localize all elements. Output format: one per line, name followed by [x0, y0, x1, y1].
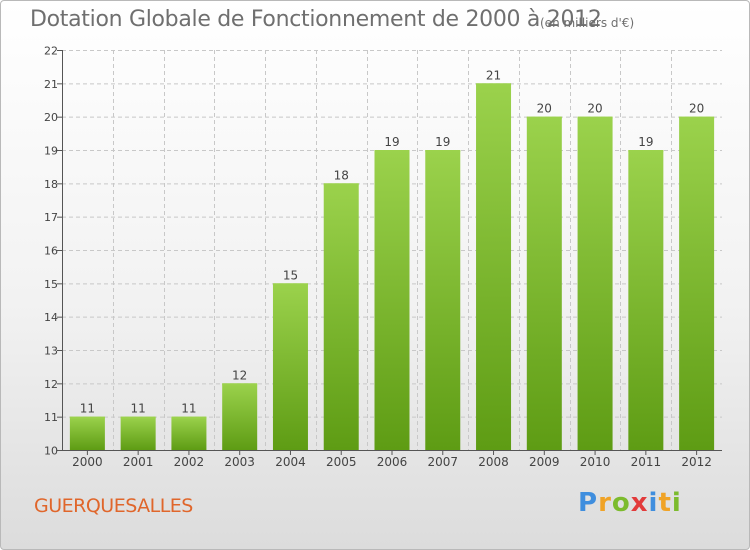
y-tick-label: 10 — [44, 445, 58, 458]
bar-value-label: 20 — [689, 102, 704, 116]
y-tick-label: 22 — [44, 45, 58, 58]
y-tick-label: 13 — [44, 345, 58, 358]
x-tick-label: 2003 — [224, 455, 255, 469]
bar-value-label: 19 — [384, 135, 399, 149]
y-tick-label: 11 — [44, 411, 58, 424]
bar-highlight — [374, 150, 410, 152]
bar-value-label: 21 — [486, 68, 501, 82]
y-tick-label: 15 — [44, 278, 58, 291]
x-tick-label: 2005 — [326, 455, 357, 469]
bar — [171, 416, 207, 450]
bar — [526, 116, 562, 451]
commune-name: GUERQUESALLES — [34, 495, 193, 517]
bars — [69, 83, 715, 451]
bar-value-label: 19 — [435, 135, 450, 149]
chart-unit: (en milliers d'€) — [540, 16, 635, 30]
y-tick-label: 17 — [44, 211, 58, 224]
x-tick-label: 2004 — [275, 455, 306, 469]
x-tick-label: 2006 — [377, 455, 408, 469]
logo-letter: i — [671, 488, 682, 518]
bar-value-label: 12 — [232, 368, 247, 382]
bar — [425, 150, 461, 450]
bar — [323, 183, 359, 451]
bar-value-label: 20 — [587, 102, 602, 116]
x-tick-label: 2012 — [681, 455, 712, 469]
bar-highlight — [425, 150, 461, 152]
bar-value-label: 18 — [334, 168, 349, 182]
bar-highlight — [526, 116, 562, 119]
bar-value-label: 19 — [638, 135, 653, 149]
bar-highlight — [577, 116, 613, 119]
bar-highlight — [120, 416, 156, 419]
bar-value-label: 11 — [80, 402, 95, 416]
bar-highlight — [222, 383, 258, 386]
logo-letter: i — [648, 488, 659, 518]
chart-title: Dotation Globale de Fonctionnement de 20… — [30, 7, 602, 32]
x-tick-label: 2002 — [174, 455, 205, 469]
logo-letter: r — [598, 488, 612, 518]
x-tick-label: 2009 — [529, 455, 560, 469]
bar-highlight — [272, 283, 308, 286]
logo-letter: t — [658, 488, 672, 518]
bar — [679, 116, 715, 451]
bar-value-label: 11 — [181, 402, 196, 416]
bar — [476, 83, 512, 450]
proxiti-logo: Proxiti — [578, 488, 682, 518]
bar — [222, 383, 258, 450]
y-tick-label: 18 — [44, 178, 58, 191]
x-tick-label: 2000 — [72, 455, 103, 469]
axes — [57, 50, 722, 455]
bar-highlight — [628, 150, 664, 152]
y-tick-label: 12 — [44, 378, 58, 391]
bar — [272, 283, 308, 450]
bar-highlight — [171, 416, 207, 419]
bar — [374, 150, 410, 450]
logo-letter: P — [578, 488, 599, 518]
bar — [120, 416, 156, 450]
bar-highlight — [679, 116, 715, 119]
x-tick-label: 2011 — [631, 455, 662, 469]
bar — [69, 416, 105, 450]
logo-letter: o — [611, 488, 631, 518]
x-tick-label: 2008 — [478, 455, 509, 469]
x-tick-label: 2010 — [580, 455, 611, 469]
y-tick-label: 14 — [44, 311, 58, 324]
bar-highlight — [323, 183, 359, 186]
logo-letter: x — [630, 488, 649, 518]
bar-highlight — [476, 83, 512, 86]
y-tick-label: 20 — [44, 111, 58, 124]
y-tick-label: 16 — [44, 245, 58, 258]
labels: 10 11 12 13 14 15 16 17 18 19 20 21 22 11 2000 11 2001 11… — [44, 45, 712, 470]
bar-value-label: 15 — [283, 268, 298, 282]
bar-value-label: 11 — [131, 402, 146, 416]
x-tick-label: 2001 — [123, 455, 154, 469]
y-tick-label: 21 — [44, 78, 58, 91]
bar — [577, 116, 613, 451]
y-tick-label: 19 — [44, 145, 58, 158]
bar — [628, 150, 664, 450]
x-tick-label: 2007 — [427, 455, 458, 469]
bar-highlight — [69, 416, 105, 419]
bar-value-label: 20 — [537, 102, 552, 116]
